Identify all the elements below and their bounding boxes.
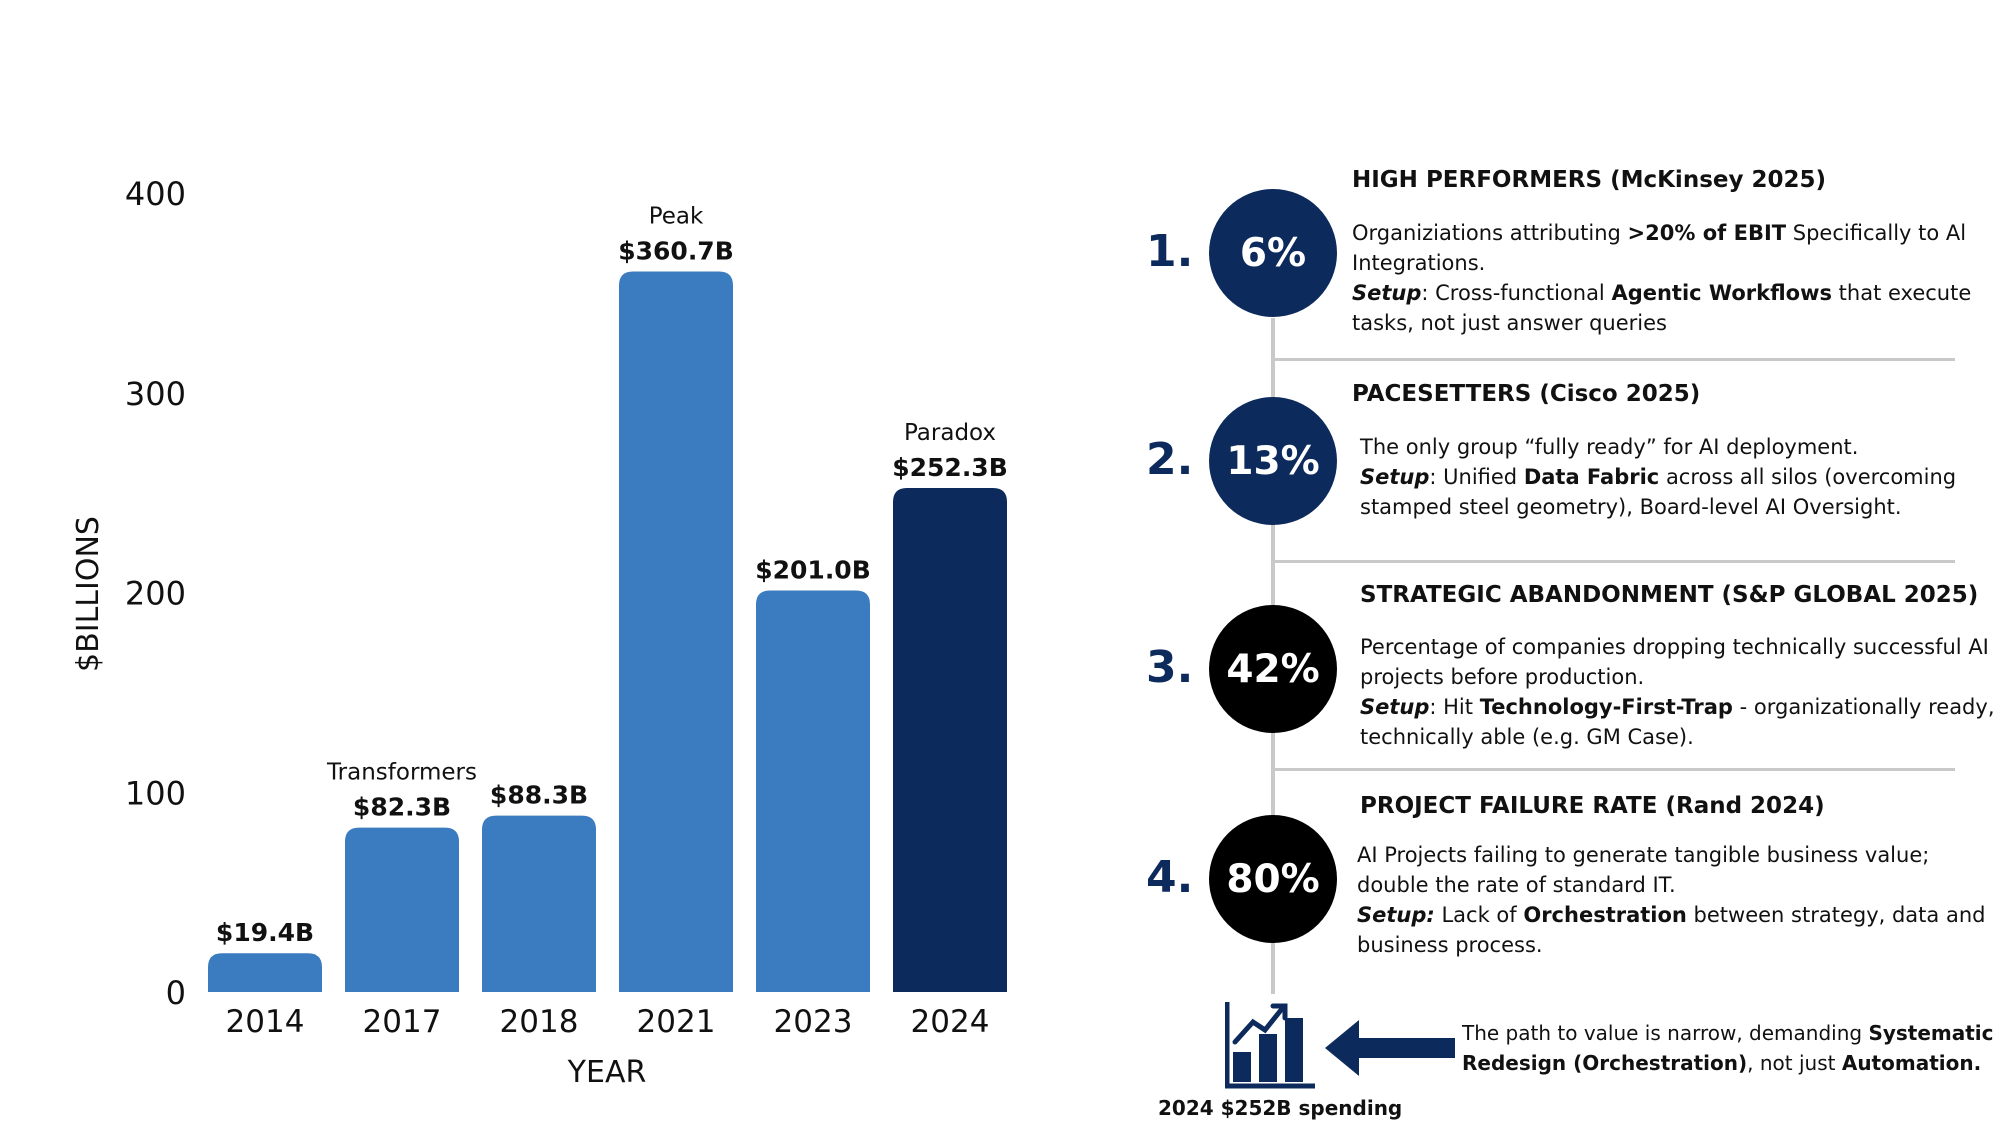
annotation-2024: Paradox bbox=[904, 420, 996, 446]
x-tick-label: 2014 bbox=[226, 1004, 305, 1040]
x-tick-label: 2017 bbox=[363, 1004, 442, 1040]
bar-2014 bbox=[208, 953, 322, 992]
value-label-2021: $360.7B bbox=[618, 237, 734, 266]
stat-percent-circle: 13% bbox=[1209, 397, 1337, 525]
value-label-2017: $82.3B bbox=[353, 793, 451, 822]
stat-percent-circle: 42% bbox=[1209, 605, 1337, 733]
stat-title: PACESETTERS (Cisco 2025) bbox=[1352, 381, 1701, 407]
left-arrow-icon bbox=[1325, 1020, 1455, 1076]
y-tick-label: 100 bbox=[125, 774, 186, 812]
value-label-2023: $201.0B bbox=[755, 556, 871, 585]
stat-body: Percentage of companies dropping technic… bbox=[1360, 635, 1995, 749]
y-tick-label: 200 bbox=[125, 575, 186, 613]
stat-percent-circle: 6% bbox=[1209, 189, 1337, 317]
annotation-2017: Transformers bbox=[326, 760, 477, 786]
separator-1 bbox=[1273, 358, 1955, 361]
footer-caption: 2024 $252B spending bbox=[1158, 1096, 1403, 1120]
value-label-2024: $252.3B bbox=[892, 453, 1008, 482]
investment-bar-chart: 0 100 200 300 400 $BILLIONS YEAR $19.4B 2014 $82.… bbox=[71, 175, 1008, 1090]
stat-title: HIGH PERFORMERS (McKinsey 2025) bbox=[1352, 167, 1827, 193]
stat-number: 4. bbox=[1146, 852, 1194, 903]
separator-2 bbox=[1273, 560, 1955, 563]
bar-2021 bbox=[619, 271, 733, 993]
separator-3 bbox=[1273, 768, 1955, 771]
x-axis-label: YEAR bbox=[567, 1055, 647, 1090]
stat-title: STRATEGIC ABANDONMENT (S&P GLOBAL 2025) bbox=[1360, 582, 1979, 608]
bar-2023 bbox=[756, 590, 870, 992]
y-axis-label: $BILLIONS bbox=[71, 516, 106, 672]
stat-body: The only group “fully ready” for AI depl… bbox=[1360, 435, 1957, 519]
y-tick-label: 300 bbox=[125, 375, 186, 413]
bar-chart-growth-icon bbox=[1225, 1002, 1315, 1089]
bar-2024 bbox=[893, 488, 1007, 992]
footer-conclusion: The path to value is narrow, demanding S… bbox=[1462, 1021, 1994, 1075]
y-tick-label: 400 bbox=[125, 175, 186, 213]
stat-number: 1. bbox=[1146, 226, 1194, 277]
stat-number: 3. bbox=[1146, 642, 1194, 693]
x-tick-label: 2024 bbox=[911, 1004, 990, 1040]
x-tick-label: 2021 bbox=[637, 1004, 716, 1040]
bar-2017 bbox=[345, 827, 459, 992]
stat-body: Organiziations attributing >20% of EBIT … bbox=[1352, 221, 1972, 335]
stat-percent-circle: 80% bbox=[1209, 815, 1337, 943]
value-label-2018: $88.3B bbox=[490, 781, 588, 810]
stat-number: 2. bbox=[1146, 434, 1194, 485]
annotation-2021: Peak bbox=[649, 204, 704, 230]
y-tick-label: 0 bbox=[166, 974, 186, 1012]
bar-2018 bbox=[482, 815, 596, 992]
stat-title: PROJECT FAILURE RATE (Rand 2024) bbox=[1360, 793, 1825, 819]
x-tick-label: 2023 bbox=[774, 1004, 853, 1040]
value-label-2014: $19.4B bbox=[216, 918, 314, 947]
x-tick-label: 2018 bbox=[500, 1004, 579, 1040]
stat-body: AI Projects failing to generate tangible… bbox=[1357, 843, 1986, 957]
